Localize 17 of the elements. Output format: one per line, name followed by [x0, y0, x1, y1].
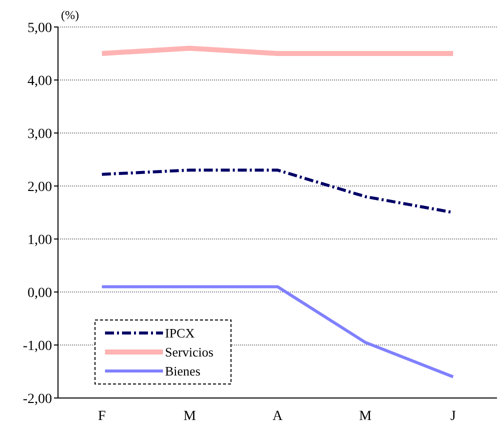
y-tick-label: 0,00 — [28, 286, 52, 301]
y-tick-label: -2,00 — [22, 392, 52, 407]
y-tick-label: 5,00 — [28, 20, 52, 36]
legend-label: Servicios — [165, 344, 214, 360]
y-tick-label: -1,00 — [22, 338, 52, 354]
x-tick-label: J — [450, 409, 456, 424]
y-tick-label: 3,00 — [28, 126, 52, 142]
y-tick-label: 2,00 — [28, 180, 52, 195]
x-tick-label: F — [98, 409, 106, 424]
x-tick-label: A — [272, 409, 284, 424]
legend-label: Bienes — [165, 364, 200, 379]
x-tick-label: M — [359, 409, 372, 424]
y-tick-label: 4,00 — [28, 74, 52, 89]
y-tick-label: 1,00 — [28, 232, 52, 248]
legend-label: IPCX — [165, 326, 196, 341]
y-axis-title: (%) — [61, 8, 79, 22]
x-tick-label: M — [183, 409, 196, 424]
